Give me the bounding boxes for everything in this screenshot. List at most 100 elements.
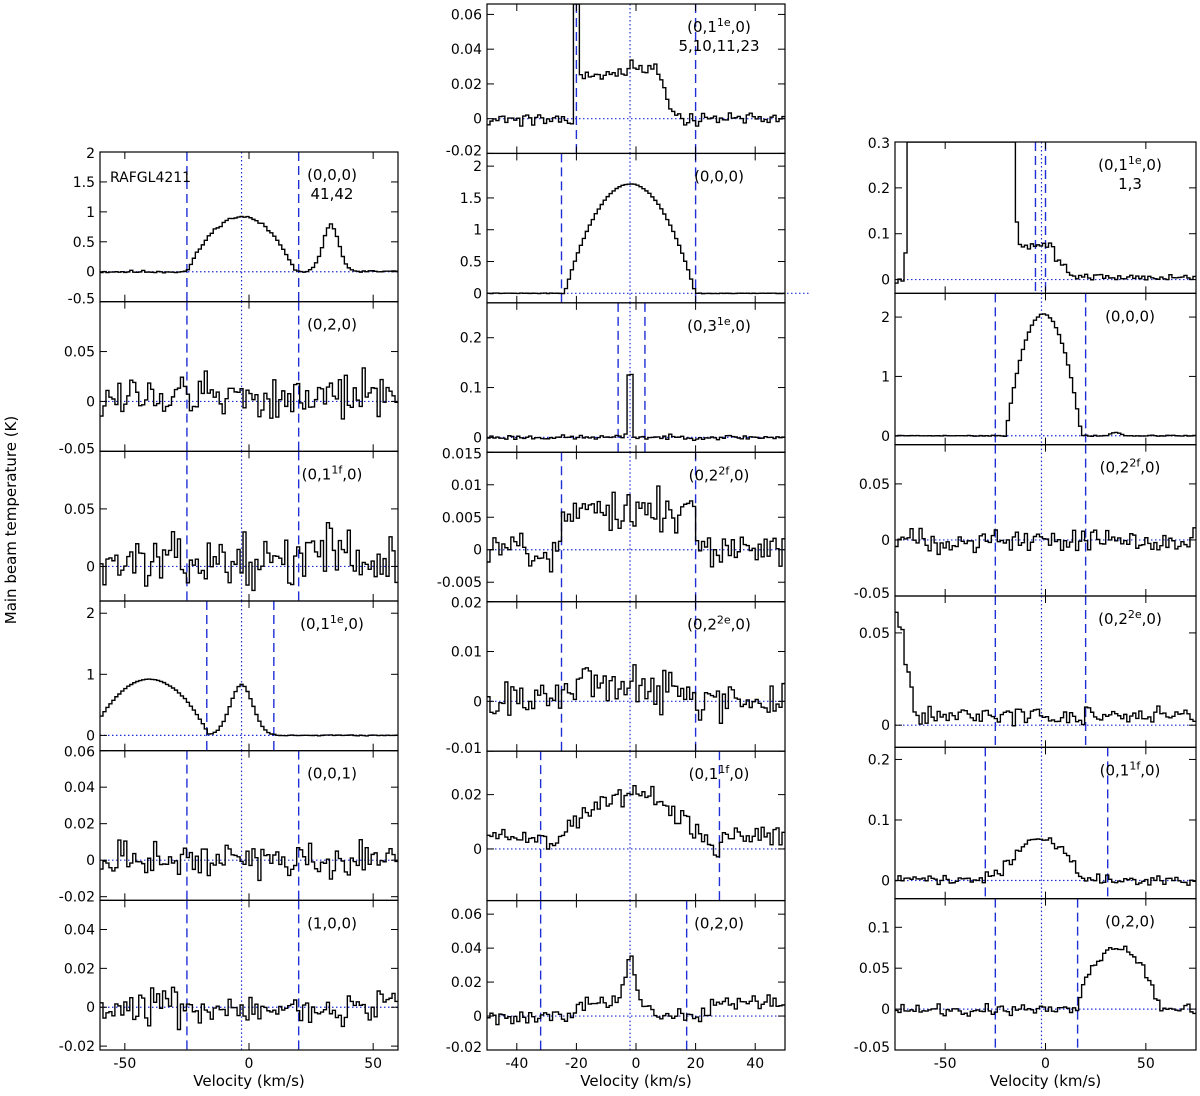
x-tick-label: 50 — [364, 1056, 382, 1072]
panel-label: (0,11e,0) — [1098, 154, 1162, 174]
panel-label-end: ,0) — [731, 616, 751, 634]
panel-label-end: ,0) — [731, 18, 751, 36]
y-tick-label: 1 — [473, 223, 482, 239]
y-tick-label: 1 — [86, 667, 95, 683]
y-tick-label: 1 — [881, 369, 890, 385]
panel-label-sup: 1f — [1129, 759, 1141, 772]
spectrum-line — [487, 664, 785, 724]
panel-c1p4: 0 1 2 (0,11e,0) — [86, 600, 399, 752]
panel-label: (0,11e,0) — [687, 16, 751, 36]
y-tick-label: 0.02 — [451, 596, 482, 612]
panel-label: (0,22f,0) — [1100, 457, 1161, 477]
panel-label-main: (0,1 — [1098, 156, 1128, 174]
panel-c2p5: -0.01 0 0.01 0.02 (0,22e,0) — [446, 596, 786, 757]
y-tick-label: -0.02 — [446, 1040, 482, 1056]
y-tick-label: -0.05 — [854, 586, 890, 602]
spectrum-line — [487, 955, 785, 1026]
panel-label-main: (0,0,1) — [307, 765, 357, 783]
y-tick-label: 0.06 — [451, 7, 482, 23]
panel-label-sup: 1f — [331, 463, 343, 476]
panel-label-main: (0,0,0) — [694, 167, 744, 185]
y-tick-label: 0 — [473, 286, 482, 302]
panel-label-main: (0,2 — [687, 616, 717, 634]
panel-c2p4: -0.005 0 0.005 0.01 0.015 (0,22f,0) — [437, 446, 786, 603]
panel-label-end: ,0) — [1142, 610, 1162, 628]
y-tick-label: 0 — [473, 430, 482, 446]
y-tick-label: 0.02 — [451, 77, 482, 93]
panel-label-main: (0,3 — [687, 317, 717, 335]
spectrum-line — [895, 611, 1196, 727]
panel-label: (0,22e,0) — [1098, 608, 1162, 628]
y-tick-label: 0 — [881, 1002, 890, 1018]
y-tick-label: -0.05 — [59, 441, 95, 457]
x-axis-label: Velocity (km/s) — [193, 1072, 304, 1090]
panel-c3p2: 0 1 2 (0,0,0) — [881, 292, 1197, 446]
panel-label-sup: 2f — [1129, 457, 1141, 470]
y-tick-label: 0.02 — [64, 961, 95, 977]
panel-label-end: ,0) — [1142, 156, 1162, 174]
panel-label: (0,0,1) — [307, 765, 357, 783]
x-tick-label: -20 — [565, 1056, 588, 1072]
panel-label-main: (0,0,0) — [307, 166, 357, 184]
y-tick-label: 0 — [473, 112, 482, 128]
y-tick-label: 0.2 — [460, 331, 482, 347]
y-tick-label: -0.05 — [854, 1040, 890, 1056]
panel-label-main: (0,1 — [687, 18, 717, 36]
panel-label-main: (0,2 — [689, 466, 719, 484]
y-tick-label: 0.02 — [451, 975, 482, 991]
panel-label: (0,22f,0) — [689, 464, 750, 484]
panel-label: (0,11f,0) — [1100, 759, 1161, 779]
panel-c2p7: -0.02 0 0.02 0.04 0.06 -40 -20 0 20 40 Velocity (k… — [446, 899, 786, 1090]
x-tick-label: 0 — [1041, 1056, 1050, 1072]
y-tick-label: 0.1 — [868, 227, 890, 243]
y-tick-label: 0.04 — [451, 42, 482, 58]
panel-label: (0,2,0) — [1105, 913, 1155, 931]
y-tick-label: 0.05 — [859, 626, 890, 642]
y-tick-label: 0.06 — [451, 907, 482, 923]
panel-c1p3: 0 0.05 (0,11f,0) — [64, 450, 399, 602]
panel-label-end: ,0) — [1140, 459, 1160, 477]
panel-note: 1,3 — [1118, 175, 1142, 193]
y-tick-label: 0 — [881, 273, 890, 289]
x-tick-label: 0 — [245, 1056, 254, 1072]
y-tick-label: 0.3 — [868, 136, 890, 152]
spectrum-line — [895, 142, 1196, 284]
y-tick-label: 0.05 — [64, 345, 95, 361]
spectrum-line — [100, 367, 398, 420]
panel-c3p6: -0.05 0 0.05 0.1 -50 0 50 Velocity (km/s) (0,2,0… — [854, 898, 1197, 1090]
panel-c1p2: -0.05 0 0.05 (0,2,0) — [59, 301, 399, 457]
spectrum-line — [895, 837, 1196, 886]
panel-grid: -0.500.511.52(0,0,0)41,42RAFGL4211-0.050… — [59, 3, 1197, 1090]
spectrum-line — [895, 945, 1196, 1017]
y-tick-label: 2 — [86, 146, 95, 162]
panel-label-main: (0,2,0) — [307, 316, 357, 334]
panel-label: (0,22e,0) — [687, 614, 751, 634]
panel-label: (0,2,0) — [694, 915, 744, 933]
panel-label: (0,0,0) — [307, 166, 357, 184]
spectrum-line — [895, 313, 1196, 438]
panel-label-main: (0,2,0) — [1105, 913, 1155, 931]
spectrum-line — [100, 838, 398, 882]
panel-label: (0,0,0) — [694, 167, 744, 185]
panel-c3p3: -0.05 0 0.05 (0,22f,0) — [854, 444, 1197, 602]
y-tick-label: 2 — [86, 606, 95, 622]
panel-label-main: (0,0,0) — [1105, 307, 1155, 325]
panel-label: (1,0,0) — [307, 914, 357, 932]
y-tick-label: 0.005 — [442, 510, 482, 526]
y-tick-label: 0.5 — [460, 255, 482, 271]
spectrum-line — [100, 215, 398, 274]
y-tick-label: 0 — [473, 543, 482, 559]
x-tick-label: -50 — [934, 1056, 957, 1072]
y-tick-label: 0 — [473, 842, 482, 858]
y-tick-label: 0.1 — [868, 813, 890, 829]
y-tick-label: 0.04 — [451, 941, 482, 957]
panel-label-main: (0,2,0) — [694, 915, 744, 933]
panel-label-sup: 1e — [1128, 154, 1142, 167]
y-tick-label: 0.06 — [64, 745, 95, 761]
y-tick-label: 0.02 — [64, 817, 95, 833]
y-tick-label: 0.05 — [64, 502, 95, 518]
y-tick-label: 2 — [881, 310, 890, 326]
y-tick-label: 0 — [86, 265, 95, 281]
panel-label-sup: 1e — [717, 16, 731, 29]
